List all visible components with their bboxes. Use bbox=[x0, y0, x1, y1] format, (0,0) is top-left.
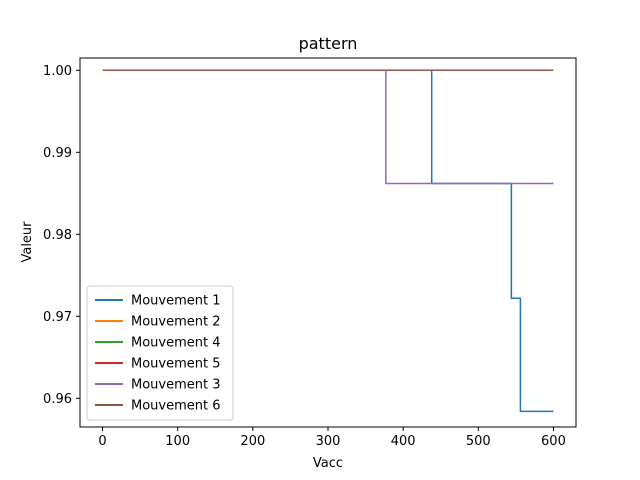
x-tick-label: 200 bbox=[240, 434, 265, 449]
legend-label-3: Mouvement 4 bbox=[131, 336, 221, 351]
legend-label-4: Mouvement 5 bbox=[131, 357, 221, 372]
x-axis-label: Vacc bbox=[313, 456, 343, 471]
x-tick-label: 0 bbox=[98, 434, 106, 449]
y-tick-label: 0.97 bbox=[43, 310, 72, 325]
x-tick-label: 300 bbox=[316, 434, 341, 449]
x-axis: 0 100 200 300 400 500 600 bbox=[98, 427, 566, 449]
chart-title: pattern bbox=[299, 34, 358, 53]
series-layer bbox=[102, 69, 554, 413]
y-axis-label: Valeur bbox=[20, 221, 35, 263]
x-tick-label: 500 bbox=[466, 434, 491, 449]
x-tick-label: 400 bbox=[391, 434, 416, 449]
y-tick-label: 1.00 bbox=[43, 64, 72, 79]
x-tick-label: 600 bbox=[541, 434, 566, 449]
y-tick-label: 0.99 bbox=[43, 146, 72, 161]
legend-label-1: Mouvement 1 bbox=[131, 294, 221, 309]
legend-label-6: Mouvement 6 bbox=[131, 399, 221, 414]
y-axis: 0.96 0.97 0.98 0.99 1.00 bbox=[43, 64, 80, 407]
legend-label-2: Mouvement 2 bbox=[131, 315, 221, 330]
x-tick-label: 100 bbox=[165, 434, 190, 449]
y-tick-label: 0.98 bbox=[43, 228, 72, 243]
legend-label-5: Mouvement 3 bbox=[131, 378, 221, 393]
y-tick-label: 0.96 bbox=[43, 392, 72, 407]
series-line-1 bbox=[102, 69, 554, 413]
series-line-5 bbox=[102, 69, 554, 185]
legend-box bbox=[86, 285, 234, 421]
legend: Mouvement 1 Mouvement 2 Mouvement 4 Mouveme… bbox=[86, 285, 234, 421]
